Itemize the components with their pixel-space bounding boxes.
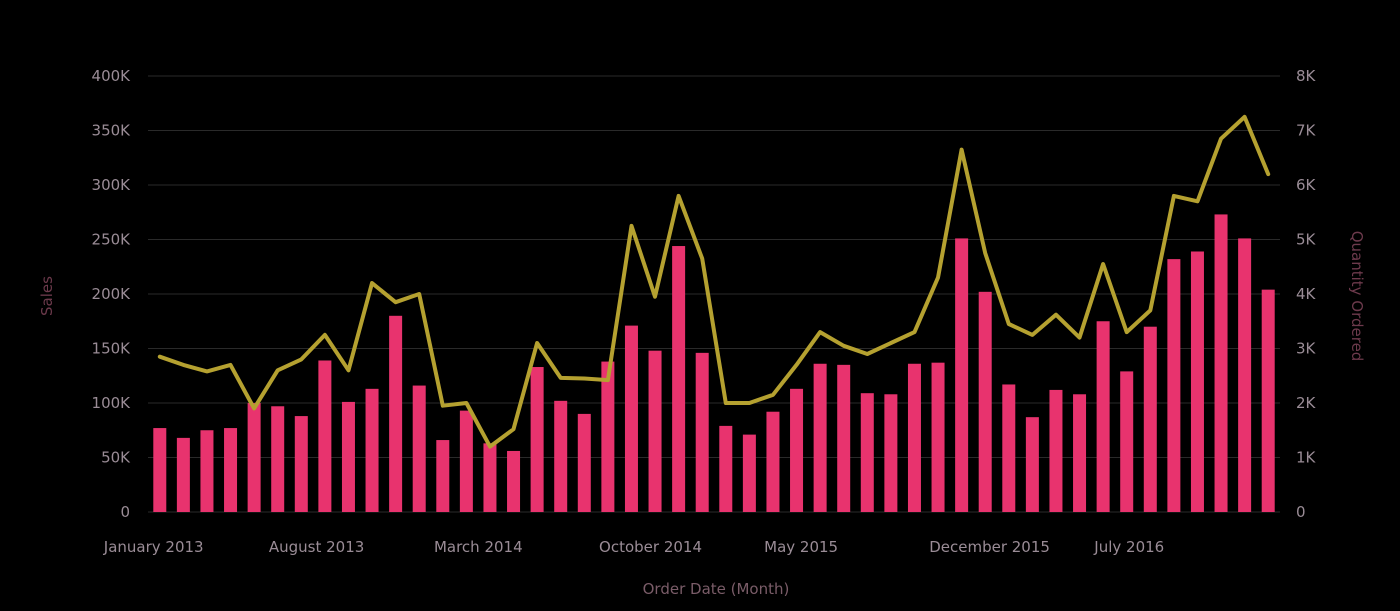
sales-bar bbox=[271, 406, 285, 512]
sales-bar bbox=[1261, 289, 1275, 512]
x-tick-label: October 2014 bbox=[599, 538, 702, 556]
sales-bar bbox=[860, 393, 874, 512]
gridlines bbox=[148, 75, 1280, 513]
sales-bar bbox=[955, 238, 969, 512]
sales-bar bbox=[931, 362, 945, 512]
sales-bar bbox=[624, 325, 638, 512]
sales-bars bbox=[153, 214, 1275, 513]
sales-bar bbox=[318, 360, 332, 512]
y2-tick-label: 6K bbox=[1296, 176, 1317, 194]
sales-bar bbox=[884, 394, 898, 512]
y2-axis-title: Quantity Ordered bbox=[1348, 231, 1366, 362]
sales-bar bbox=[766, 411, 780, 512]
sales-bar bbox=[176, 437, 190, 512]
sales-bar bbox=[200, 430, 214, 512]
x-tick-label: May 2015 bbox=[764, 538, 838, 556]
sales-bar bbox=[530, 367, 544, 512]
sales-bar bbox=[1190, 251, 1204, 513]
y2-tick-label: 2K bbox=[1296, 394, 1317, 412]
sales-bar bbox=[1002, 384, 1016, 512]
sales-bar bbox=[648, 350, 662, 512]
sales-bar bbox=[907, 363, 921, 512]
right-axis: 0 1K 2K 3K 4K 5K 6K 7K 8K bbox=[1296, 67, 1317, 521]
left-axis: 0 50K 100K 150K 200K 250K 300K 350K 400K bbox=[92, 67, 132, 521]
y-tick-label: 0 bbox=[120, 503, 130, 521]
sales-bar bbox=[1049, 389, 1063, 512]
quantity-line-path bbox=[157, 114, 1271, 449]
x-tick-label: December 2015 bbox=[929, 538, 1050, 556]
sales-bar bbox=[695, 352, 709, 512]
sales-bar bbox=[1096, 321, 1110, 512]
y-tick-label: 100K bbox=[92, 394, 132, 412]
x-axis: January 2013 August 2013 March 2014 October… bbox=[103, 538, 1164, 556]
sales-bar bbox=[1214, 214, 1228, 512]
sales-bar bbox=[153, 428, 167, 512]
sales-bar bbox=[577, 413, 591, 512]
sales-bar bbox=[1120, 371, 1134, 512]
sales-bar bbox=[365, 388, 379, 512]
quantity-line bbox=[157, 114, 1271, 449]
sales-bar bbox=[483, 443, 497, 512]
y2-tick-label: 4K bbox=[1296, 285, 1317, 303]
sales-bar bbox=[672, 246, 686, 513]
sales-bar bbox=[341, 401, 355, 512]
sales-bar bbox=[247, 403, 261, 512]
y-tick-label: 50K bbox=[101, 449, 131, 467]
sales-bar bbox=[1238, 238, 1252, 512]
sales-bar bbox=[1167, 259, 1181, 512]
y-tick-label: 250K bbox=[92, 231, 132, 249]
sales-bar bbox=[224, 428, 238, 512]
x-tick-label: July 2016 bbox=[1093, 538, 1164, 556]
y-tick-label: 300K bbox=[92, 176, 132, 194]
y2-tick-label: 5K bbox=[1296, 231, 1317, 249]
y2-tick-label: 8K bbox=[1296, 67, 1317, 85]
y2-tick-label: 1K bbox=[1296, 449, 1317, 467]
sales-bar bbox=[719, 425, 733, 512]
sales-bar bbox=[412, 385, 426, 512]
y-tick-label: 350K bbox=[92, 122, 132, 140]
y-tick-label: 150K bbox=[92, 340, 132, 358]
x-tick-label: August 2013 bbox=[269, 538, 364, 556]
sales-bar bbox=[554, 400, 568, 512]
y-tick-label: 200K bbox=[92, 285, 132, 303]
y2-tick-label: 0 bbox=[1296, 503, 1306, 521]
sales-bar bbox=[837, 364, 851, 512]
sales-bar bbox=[459, 410, 473, 512]
x-tick-label: March 2014 bbox=[434, 538, 523, 556]
sales-bar bbox=[436, 440, 450, 512]
x-tick-label: January 2013 bbox=[103, 538, 204, 556]
sales-bar bbox=[294, 416, 308, 512]
sales-bar bbox=[601, 361, 615, 512]
y2-tick-label: 7K bbox=[1296, 122, 1317, 140]
sales-bar bbox=[742, 434, 756, 512]
sales-bar bbox=[1025, 417, 1039, 512]
x-axis-title: Order Date (Month) bbox=[643, 580, 790, 598]
sales-bar bbox=[389, 315, 403, 512]
sales-bar bbox=[507, 450, 521, 512]
y2-tick-label: 3K bbox=[1296, 340, 1317, 358]
sales-bar bbox=[1143, 326, 1157, 512]
y-axis-title: Sales bbox=[38, 276, 56, 316]
sales-bar bbox=[790, 388, 804, 512]
y-tick-label: 400K bbox=[92, 67, 132, 85]
sales-bar bbox=[978, 291, 992, 512]
sales-bar bbox=[813, 363, 827, 512]
sales-bar bbox=[1073, 394, 1087, 512]
